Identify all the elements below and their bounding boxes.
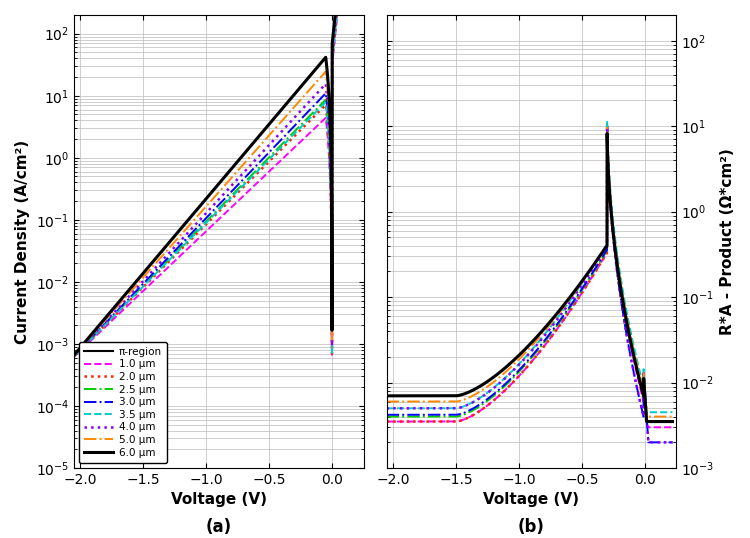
- Title: (a): (a): [206, 518, 232, 536]
- X-axis label: Voltage (V): Voltage (V): [171, 492, 267, 507]
- Legend: π-region, 1.0 μm, 2.0 μm, 2.5 μm, 3.0 μm, 3.5 μm, 4.0 μm, 5.0 μm, 6.0 μm: π-region, 1.0 μm, 2.0 μm, 2.5 μm, 3.0 μm…: [79, 342, 167, 463]
- Y-axis label: Current Density (A/cm²): Current Density (A/cm²): [15, 139, 30, 344]
- X-axis label: Voltage (V): Voltage (V): [484, 492, 580, 507]
- Title: (b): (b): [518, 518, 545, 536]
- Y-axis label: R*A - Product (Ω*cm²): R*A - Product (Ω*cm²): [720, 148, 735, 335]
